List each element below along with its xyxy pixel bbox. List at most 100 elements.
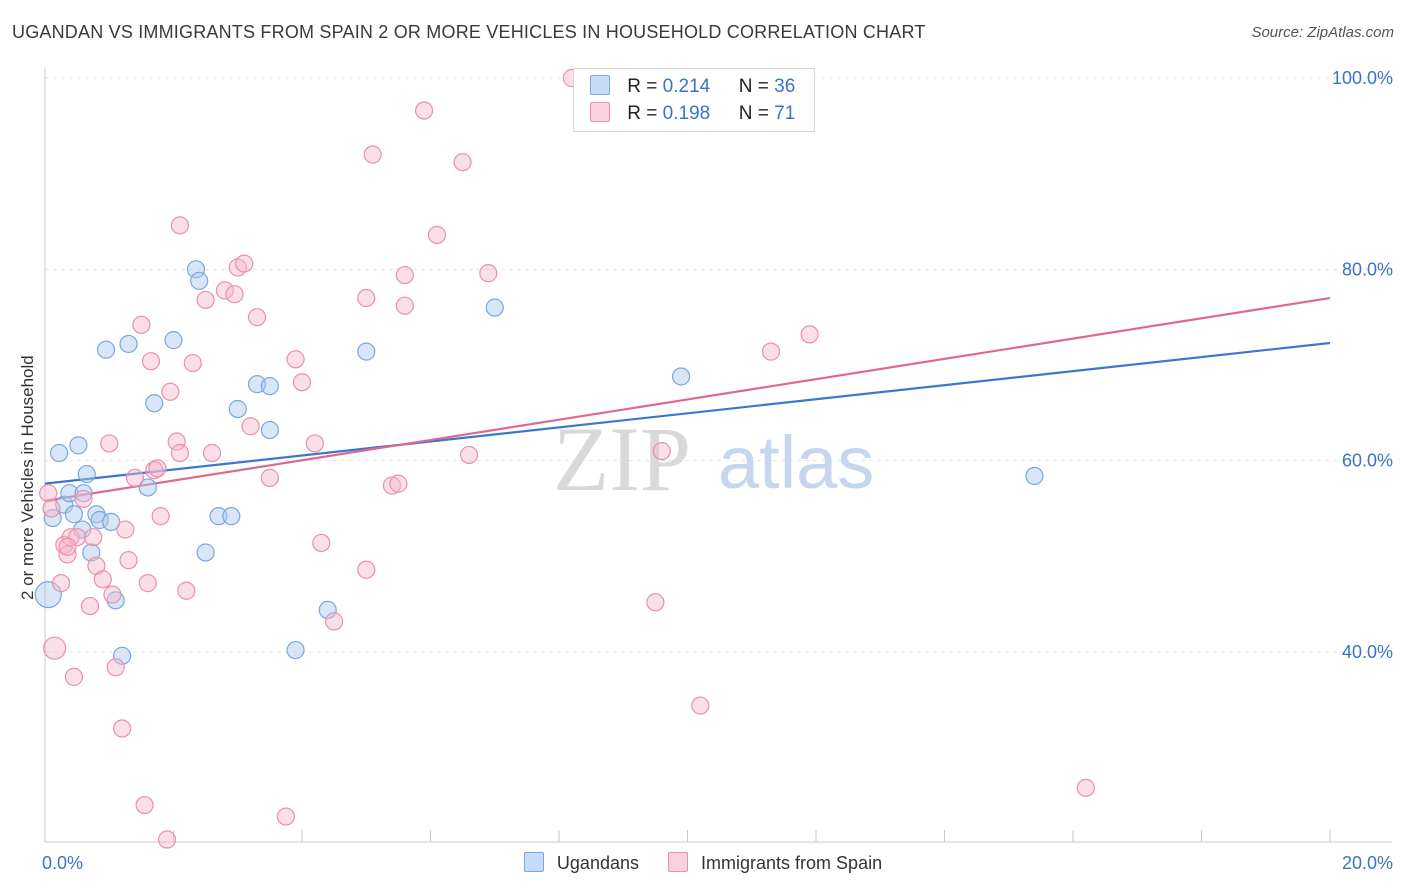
point-ugandans (260, 420, 279, 440)
point-spain (39, 484, 58, 503)
legend-item-spain[interactable]: Immigrants from Spain (668, 852, 882, 874)
r-label: R = (627, 76, 658, 97)
point-spain (125, 468, 145, 487)
point-spain (61, 528, 80, 547)
point-spain (151, 507, 170, 526)
y-tick-label: 80.0% (1342, 259, 1393, 279)
point-spain (170, 443, 190, 463)
legend-label: Ugandans (556, 853, 639, 873)
point-spain (395, 265, 414, 285)
point-spain (800, 325, 819, 344)
point-ugandans (671, 367, 691, 386)
point-spain (646, 593, 665, 612)
point-spain (479, 264, 498, 283)
point-spain (116, 520, 135, 539)
point-spain (196, 290, 215, 310)
point-spain (138, 574, 157, 593)
point-spain (325, 612, 344, 631)
legend-swatch-pink (590, 102, 610, 122)
point-ugandans (90, 510, 109, 530)
point-spain (145, 461, 164, 480)
point-spain (691, 696, 710, 715)
point-spain (43, 636, 67, 660)
point-spain (100, 434, 119, 453)
point-spain (106, 658, 125, 677)
point-spain (51, 574, 71, 593)
point-spain (157, 830, 177, 849)
point-ugandans (286, 640, 305, 660)
point-spain (58, 537, 77, 556)
point-spain (453, 153, 472, 172)
point-spain (132, 315, 151, 334)
point-ugandans (196, 543, 215, 562)
series-legend: Ugandans Immigrants from Spain (0, 852, 1406, 874)
point-spain (395, 296, 414, 315)
point-spain (183, 353, 202, 373)
legend-row-ugandans: R = 0.214 N = 36 (590, 75, 795, 99)
point-spain (148, 459, 167, 478)
n-value: 71 (774, 103, 796, 124)
point-spain (167, 432, 186, 451)
point-ugandans (74, 484, 93, 503)
point-ugandans (138, 478, 157, 497)
r-value: 0.214 (662, 76, 711, 97)
watermark-zip: ZIP (553, 408, 691, 510)
point-spain (1076, 778, 1095, 797)
point-spain (305, 434, 324, 453)
point-spain (357, 560, 376, 579)
point-spain (312, 533, 331, 553)
n-value: 36 (774, 76, 796, 97)
point-ugandans (69, 436, 88, 455)
correlation-legend: R = 0.214 N = 36 R = 0.198 N = 71 (573, 68, 815, 132)
point-spain (235, 254, 254, 273)
watermark-atlas: atlas (718, 421, 874, 504)
point-spain (276, 807, 296, 826)
point-spain (260, 468, 279, 487)
point-ugandans (190, 271, 209, 290)
legend-item-ugandans[interactable]: Ugandans (523, 852, 639, 874)
gridlines (45, 77, 1392, 653)
point-spain (80, 596, 100, 616)
r-label: R = (627, 103, 658, 124)
r-value: 0.198 (662, 103, 711, 124)
point-spain (357, 288, 376, 308)
n-label: N = (738, 103, 769, 124)
point-ugandans (260, 376, 279, 396)
trend-line-spain (44, 296, 1331, 502)
point-spain (68, 528, 87, 547)
point-spain (215, 281, 234, 300)
point-spain (202, 443, 222, 463)
trend-line-ugandans (44, 341, 1331, 485)
point-ugandans (87, 505, 106, 524)
legend-label: Immigrants from Spain (701, 853, 883, 873)
point-ugandans (485, 298, 504, 317)
point-ugandans (112, 646, 132, 665)
point-spain (225, 285, 244, 304)
point-spain (363, 145, 382, 164)
point-ugandans (82, 543, 101, 562)
legend-row-spain: R = 0.198 N = 71 (590, 102, 795, 126)
point-ugandans (50, 443, 69, 463)
legend-swatch-blue (523, 852, 544, 872)
y-tick-label: 100.0% (1332, 68, 1393, 88)
point-spain (292, 373, 312, 392)
point-spain (58, 545, 77, 564)
point-spain (112, 719, 132, 738)
point-ugandans (77, 464, 96, 484)
point-ugandans (106, 591, 125, 610)
y-axis-label: 2 or more Vehicles in Household (18, 355, 37, 600)
point-spain (135, 795, 154, 815)
point-spain (42, 499, 61, 518)
point-spain (177, 581, 196, 600)
point-ugandans (164, 331, 183, 350)
point-ugandans (43, 508, 62, 528)
y-tick-label: 40.0% (1342, 642, 1393, 662)
point-spain (103, 585, 122, 604)
x-tick-label-min: 0.0% (42, 853, 83, 873)
point-spain (64, 667, 84, 686)
point-spain (459, 445, 479, 465)
point-spain (119, 551, 138, 570)
point-spain (652, 442, 671, 461)
x-tick-label-max: 20.0% (1342, 853, 1393, 873)
